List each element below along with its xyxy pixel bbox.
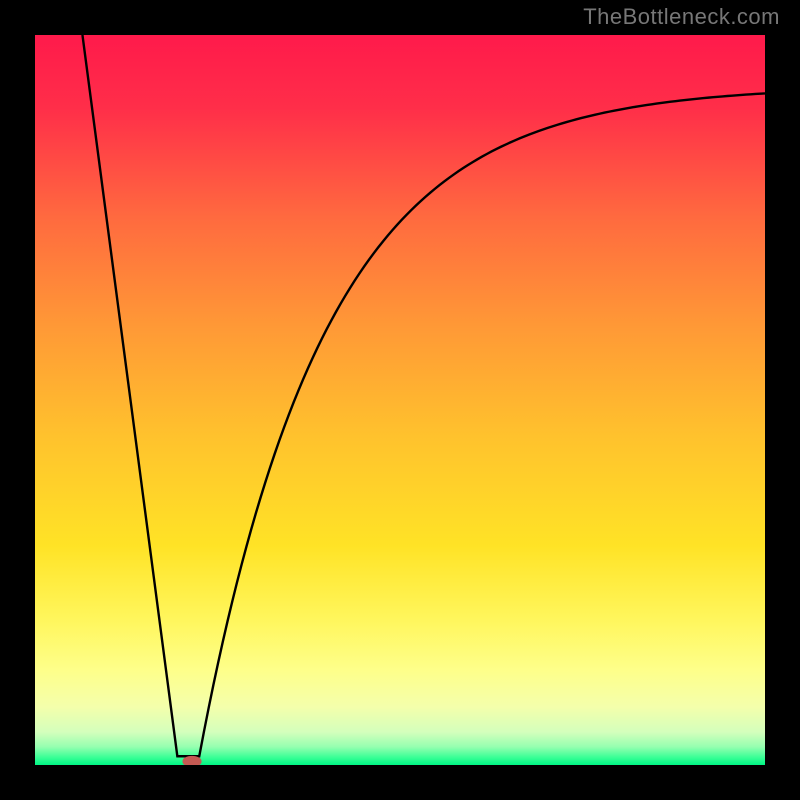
plot-area — [35, 35, 765, 765]
source-watermark: TheBottleneck.com — [583, 4, 780, 30]
optimal-point-marker — [182, 756, 201, 765]
plot-frame — [30, 30, 770, 770]
bottleneck-curve — [35, 35, 765, 765]
